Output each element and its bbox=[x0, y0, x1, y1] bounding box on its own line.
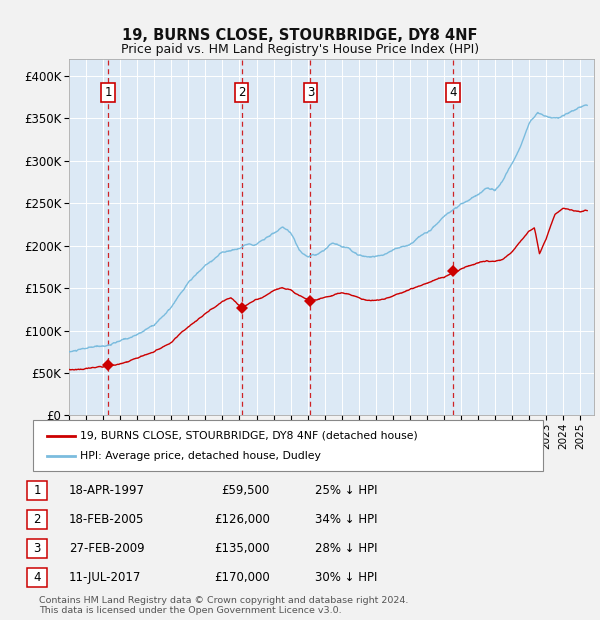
Text: 19, BURNS CLOSE, STOURBRIDGE, DY8 4NF: 19, BURNS CLOSE, STOURBRIDGE, DY8 4NF bbox=[122, 28, 478, 43]
Text: 18-FEB-2005: 18-FEB-2005 bbox=[69, 513, 145, 526]
Text: 11-JUL-2017: 11-JUL-2017 bbox=[69, 572, 142, 584]
Text: Price paid vs. HM Land Registry's House Price Index (HPI): Price paid vs. HM Land Registry's House … bbox=[121, 43, 479, 56]
Text: £59,500: £59,500 bbox=[222, 484, 270, 497]
Text: 1: 1 bbox=[34, 484, 41, 497]
Text: 3: 3 bbox=[34, 542, 41, 555]
Text: £135,000: £135,000 bbox=[214, 542, 270, 555]
Text: 19, BURNS CLOSE, STOURBRIDGE, DY8 4NF (detached house): 19, BURNS CLOSE, STOURBRIDGE, DY8 4NF (d… bbox=[80, 431, 418, 441]
Text: 4: 4 bbox=[449, 86, 457, 99]
Text: £170,000: £170,000 bbox=[214, 572, 270, 584]
Text: £126,000: £126,000 bbox=[214, 513, 270, 526]
Text: 30% ↓ HPI: 30% ↓ HPI bbox=[315, 572, 377, 584]
Text: 28% ↓ HPI: 28% ↓ HPI bbox=[315, 542, 377, 555]
Text: 1: 1 bbox=[104, 86, 112, 99]
Text: Contains HM Land Registry data © Crown copyright and database right 2024.
This d: Contains HM Land Registry data © Crown c… bbox=[39, 596, 409, 615]
Text: 2: 2 bbox=[34, 513, 41, 526]
Text: 4: 4 bbox=[34, 572, 41, 584]
Text: 25% ↓ HPI: 25% ↓ HPI bbox=[315, 484, 377, 497]
Text: 27-FEB-2009: 27-FEB-2009 bbox=[69, 542, 145, 555]
Text: 2: 2 bbox=[238, 86, 245, 99]
Text: HPI: Average price, detached house, Dudley: HPI: Average price, detached house, Dudl… bbox=[80, 451, 320, 461]
Text: 34% ↓ HPI: 34% ↓ HPI bbox=[315, 513, 377, 526]
Text: 3: 3 bbox=[307, 86, 314, 99]
Text: 18-APR-1997: 18-APR-1997 bbox=[69, 484, 145, 497]
